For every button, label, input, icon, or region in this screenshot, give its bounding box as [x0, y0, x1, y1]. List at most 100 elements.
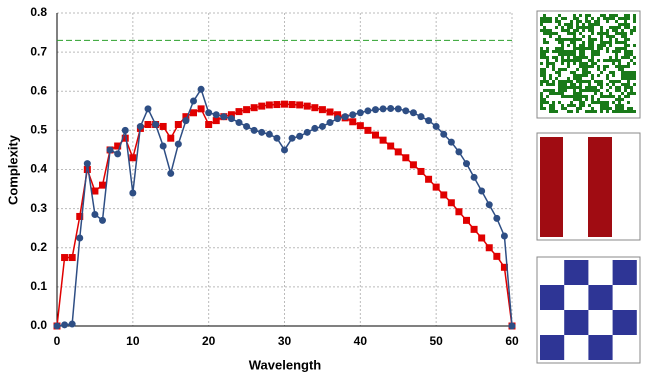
noise-cell	[579, 92, 582, 95]
noise-cell	[597, 50, 600, 53]
checker-pattern	[540, 260, 637, 360]
noise-cell	[585, 110, 588, 113]
noise-cell	[606, 32, 609, 35]
noise-cell	[597, 98, 600, 101]
noise-cell	[552, 65, 555, 68]
noise-cell	[570, 101, 573, 104]
noise-cell	[558, 20, 561, 23]
noise-cell	[588, 44, 591, 47]
noise-cell	[597, 80, 600, 83]
noise-cell	[618, 89, 621, 92]
noise-cell	[606, 83, 609, 86]
noise-cell	[606, 29, 609, 32]
noise-cell	[615, 32, 618, 35]
noise-cell	[591, 38, 594, 41]
marker	[326, 108, 334, 116]
marker	[174, 121, 182, 129]
noise-cell	[579, 83, 582, 86]
marker	[68, 320, 76, 328]
noise-cell	[549, 77, 552, 80]
noise-cell	[540, 95, 543, 98]
noise-cell	[561, 50, 564, 53]
noise-cell	[543, 101, 546, 104]
noise-cell	[549, 17, 552, 20]
marker	[205, 109, 213, 117]
noise-cell	[549, 104, 552, 107]
noise-cell	[624, 23, 627, 26]
noise-cell	[624, 74, 627, 77]
marker	[174, 140, 182, 148]
noise-cell	[579, 86, 582, 89]
noise-cell	[543, 38, 546, 41]
noise-cell	[564, 53, 567, 56]
noise-cell	[591, 59, 594, 62]
y-tick-label: 0.7	[30, 44, 47, 58]
marker	[349, 111, 357, 119]
noise-cell	[603, 68, 606, 71]
noise-cell	[549, 107, 552, 110]
noise-cell	[591, 56, 594, 59]
noise-cell	[564, 107, 567, 110]
noise-cell	[591, 26, 594, 29]
noise-cell	[612, 71, 615, 74]
checker-cell	[564, 310, 589, 335]
noise-pattern	[540, 14, 636, 113]
noise-cell	[591, 77, 594, 80]
noise-cell	[582, 68, 585, 71]
noise-cell	[558, 53, 561, 56]
noise-cell	[561, 68, 564, 71]
noise-cell	[588, 20, 591, 23]
marker	[394, 148, 402, 156]
noise-cell	[555, 59, 558, 62]
noise-cell	[606, 74, 609, 77]
x-tick-label: 60	[505, 334, 519, 348]
checker-cell	[612, 310, 637, 335]
noise-cell	[540, 62, 543, 65]
noise-cell	[564, 86, 567, 89]
noise-cell	[621, 56, 624, 59]
noise-cell	[618, 41, 621, 44]
noise-cell	[630, 71, 633, 74]
noise-cell	[576, 59, 579, 62]
noise-cell	[585, 86, 588, 89]
marker	[144, 121, 152, 129]
marker	[68, 254, 76, 262]
noise-cell	[624, 89, 627, 92]
noise-cell	[561, 83, 564, 86]
marker	[159, 142, 167, 150]
noise-cell	[600, 107, 603, 110]
noise-cell	[573, 17, 576, 20]
marker	[296, 101, 304, 109]
noise-cell	[624, 110, 627, 113]
noise-cell	[612, 62, 615, 65]
noise-cell	[582, 26, 585, 29]
noise-cell	[618, 23, 621, 26]
noise-cell	[582, 65, 585, 68]
noise-cell	[570, 71, 573, 74]
noise-cell	[558, 74, 561, 77]
marker	[372, 106, 379, 114]
noise-cell	[588, 83, 591, 86]
noise-cell	[552, 104, 555, 107]
noise-cell	[618, 17, 621, 20]
noise-cell	[591, 17, 594, 20]
noise-cell	[633, 110, 636, 113]
noise-cell	[633, 77, 636, 80]
noise-cell	[588, 29, 591, 32]
noise-cell	[567, 65, 570, 68]
checker-panel	[536, 256, 641, 364]
noise-cell	[621, 35, 624, 38]
noise-cell	[630, 50, 633, 53]
noise-cell	[600, 104, 603, 107]
noise-cell	[558, 50, 561, 53]
noise-cell	[600, 101, 603, 104]
marker	[440, 191, 448, 199]
noise-cell	[549, 35, 552, 38]
noise-cell	[573, 32, 576, 35]
marker	[432, 122, 440, 130]
noise-cell	[582, 35, 585, 38]
noise-cell	[615, 86, 618, 89]
noise-cell	[540, 71, 543, 74]
noise-cell	[624, 71, 627, 74]
noise-cell	[618, 101, 621, 104]
